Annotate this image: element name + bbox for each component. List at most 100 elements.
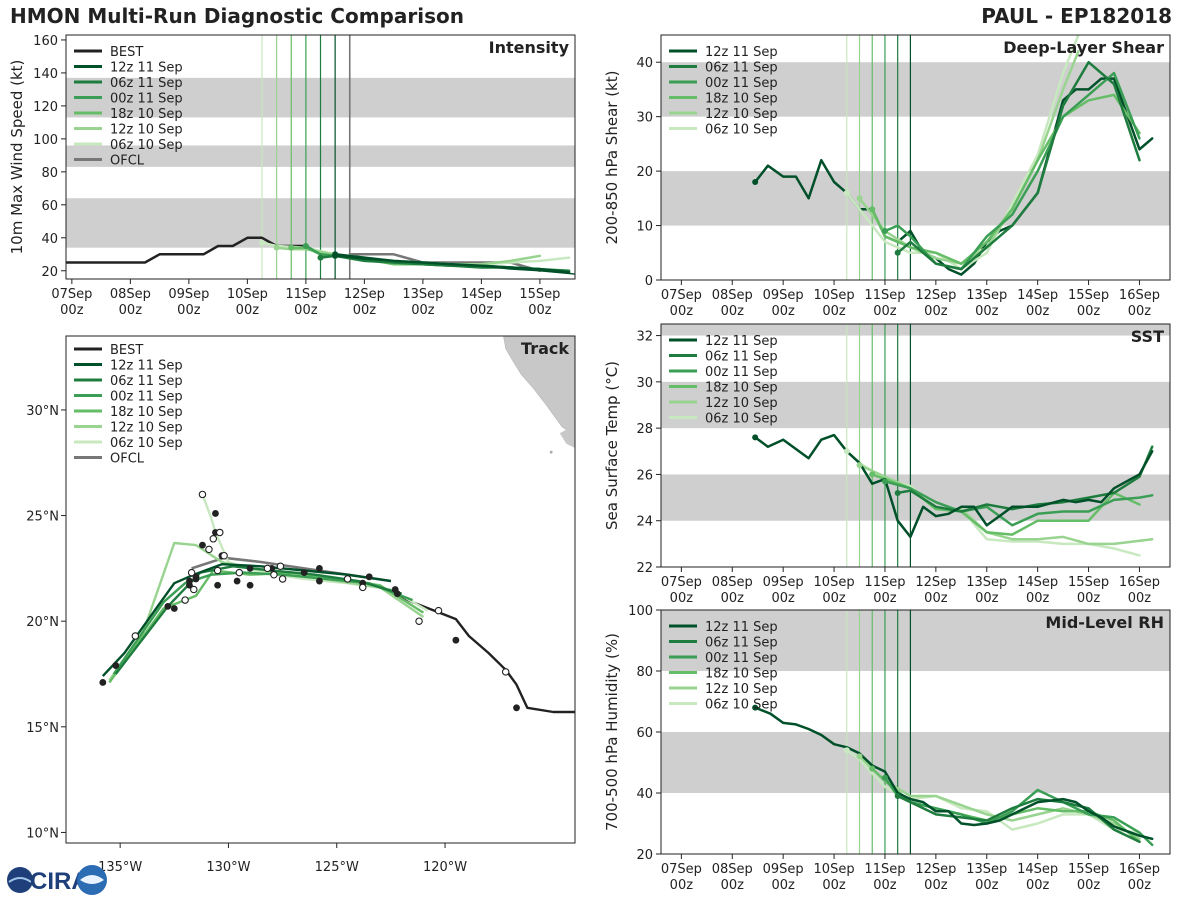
series-marker [843, 747, 850, 754]
panel-intensity: 2040608010012014016007Sep00z08Sep00z09Se… [8, 34, 576, 318]
x-tick-label: 10Sep [227, 287, 268, 302]
track-point-12z [220, 551, 228, 560]
y-tick-label: 60 [636, 726, 653, 741]
track-point-12z [181, 596, 189, 604]
y-tick-label: 40 [636, 56, 653, 71]
legend-label: OFCL [110, 154, 145, 169]
y-tick-label: 22 [636, 561, 653, 576]
x-tick-label: 130°W [206, 860, 250, 875]
x-tick-label: 00z [470, 303, 494, 318]
x-tick-label: 16Sep [1119, 575, 1160, 590]
track-point-12z [278, 575, 287, 583]
series-line [858, 50, 1080, 265]
track-point-12z [235, 568, 244, 577]
track-line [390, 590, 575, 714]
series-marker [752, 434, 759, 441]
x-tick-label: 00z [1077, 591, 1101, 606]
y-axis-label: Sea Surface Temp (°C) [603, 361, 621, 530]
x-tick-label: 15Sep [1068, 862, 1109, 877]
shade-band [661, 381, 1170, 429]
y-tick-label: 140 [33, 67, 58, 82]
x-tick-label: 00z [873, 591, 897, 606]
x-tick-label: 00z [975, 304, 999, 319]
track-point-12z [216, 528, 224, 537]
series-marker [869, 471, 876, 478]
track-point-00z [199, 541, 206, 549]
panel-title: Deep-Layer Shear [1003, 38, 1164, 57]
track-line [112, 571, 414, 675]
x-tick-label: 08Sep [110, 287, 151, 302]
legend-label: 06z 10 Sep [705, 123, 778, 138]
x-tick-label: 00z [1128, 304, 1152, 319]
series-line [883, 71, 1141, 271]
y-tick-label: 25°N [26, 510, 59, 525]
track-point-12z [276, 562, 285, 571]
series-marker [317, 254, 324, 261]
x-tick-label: 00z [670, 304, 694, 319]
x-tick-label: 12Sep [915, 288, 956, 303]
panel-title: Mid-Level RH [1045, 613, 1164, 632]
series-line [334, 255, 575, 275]
x-tick-label: 14Sep [1017, 575, 1058, 590]
x-tick-label: 15Sep [1068, 288, 1109, 303]
x-tick-label: 00z [873, 878, 897, 893]
shade-band [661, 732, 1170, 793]
legend-label: 18z 10 Sep [705, 667, 778, 682]
track-point-00z [112, 662, 120, 669]
series-marker [869, 765, 876, 772]
x-tick-label: 00z [822, 591, 846, 606]
x-tick-label: 00z [1128, 591, 1152, 606]
x-tick-label: 00z [924, 878, 948, 893]
series-marker [856, 753, 863, 760]
series-marker [856, 195, 863, 202]
y-tick-label: 30 [636, 111, 653, 126]
x-tick-label: 14Sep [461, 287, 502, 302]
y-axis-label: 200-850 hPa Shear (kt) [603, 71, 621, 245]
panel-title: Intensity [489, 38, 570, 57]
x-tick-label: 08Sep [712, 288, 753, 303]
y-tick-label: 80 [636, 665, 653, 680]
y-tick-label: 24 [636, 515, 653, 530]
x-tick-label: 00z [822, 878, 846, 893]
x-tick-label: 120°W [423, 860, 467, 875]
y-tick-label: 40 [41, 232, 58, 247]
legend-label: 12z 11 Sep [110, 359, 183, 374]
y-tick-label: 100 [628, 604, 653, 619]
track-point-00z [316, 577, 323, 585]
track-point-00z [170, 605, 178, 612]
series-line [753, 433, 1154, 539]
shade-band [661, 324, 1170, 336]
x-tick-label: 00z [771, 304, 795, 319]
legend-label: 12z 10 Sep [110, 123, 183, 138]
x-tick-label: 14Sep [1017, 288, 1058, 303]
x-tick-label: 09Sep [763, 862, 804, 877]
x-tick-label: 00z [528, 303, 552, 318]
x-tick-label: 00z [873, 304, 897, 319]
x-tick-label: 10Sep [814, 575, 855, 590]
plot-frame [660, 34, 1171, 281]
series-marker [894, 249, 901, 256]
y-tick-label: 160 [33, 34, 58, 49]
y-tick-label: 20 [636, 165, 653, 180]
series-marker [302, 243, 309, 250]
y-tick-label: 26 [636, 468, 653, 483]
x-tick-label: 15Sep [1068, 575, 1109, 590]
legend-label: 12z 10 Sep [705, 107, 778, 122]
x-tick-label: 00z [721, 878, 745, 893]
series-marker [843, 189, 850, 196]
plot-frame [65, 335, 576, 844]
x-tick-label: 14Sep [1017, 862, 1058, 877]
x-tick-label: 00z [975, 878, 999, 893]
x-tick-label: 00z [721, 304, 745, 319]
plot-frame [660, 323, 1171, 568]
track-line [101, 563, 392, 677]
legend-label: 06z 11 Sep [110, 374, 183, 389]
legend-label: BEST [110, 343, 143, 358]
x-tick-label: 13Sep [966, 575, 1007, 590]
legend-label: 12z 11 Sep [110, 61, 183, 76]
y-tick-label: 20 [636, 848, 653, 863]
legend-label: 06z 10 Sep [705, 698, 778, 713]
x-tick-label: 09Sep [168, 287, 209, 302]
legend-label: 06z 10 Sep [110, 138, 183, 153]
